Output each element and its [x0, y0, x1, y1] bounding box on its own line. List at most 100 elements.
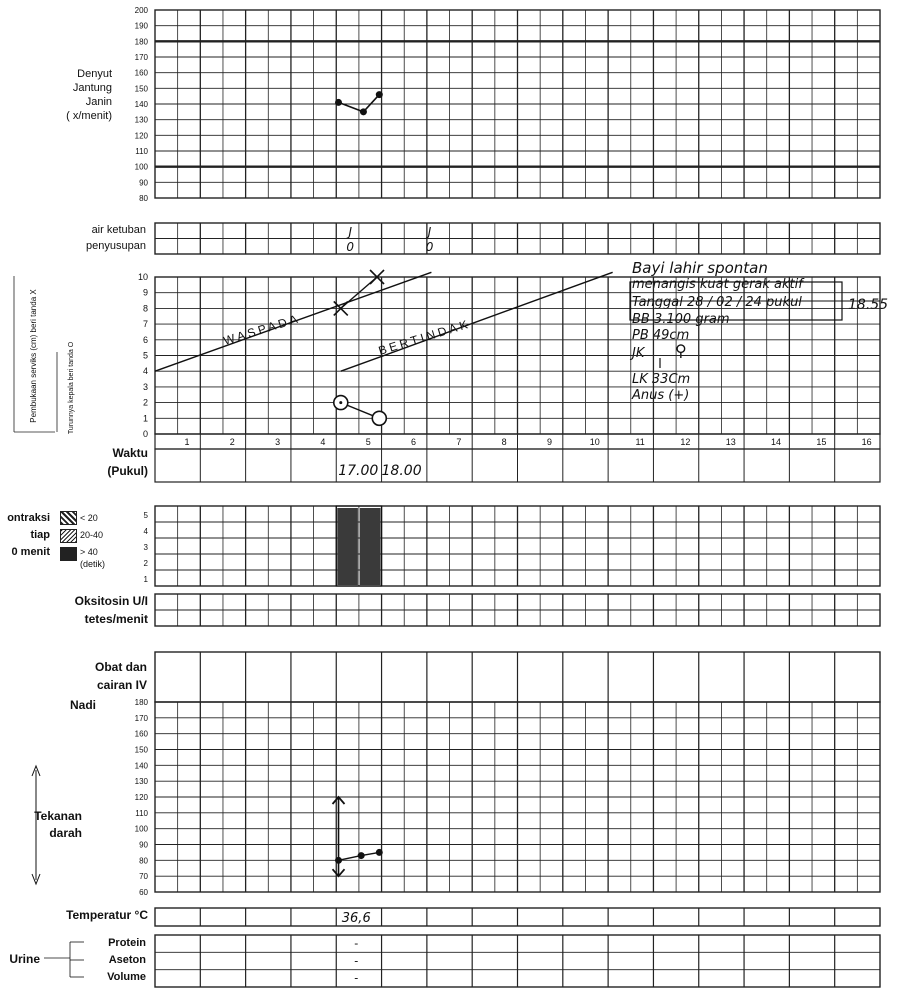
contraction-label-line: ontraksi: [7, 512, 50, 524]
vitals-tick: 70: [139, 872, 148, 881]
bp-diastolic-arrow: [331, 868, 346, 878]
hour-number: 1: [184, 437, 189, 447]
hour-number: 15: [816, 437, 826, 447]
bp-systolic-arrow: [331, 795, 346, 805]
descent-o-mark: [371, 410, 388, 427]
fhr-tick: 80: [139, 194, 148, 203]
pulse-line: [338, 854, 362, 862]
pulse-point: [357, 852, 365, 860]
contraction-tick: 2: [144, 559, 149, 568]
fhr-tick: 90: [139, 178, 148, 187]
legend-label: > 40: [80, 547, 98, 557]
vitals-tick: 60: [139, 888, 148, 897]
oxytocin-label-line: tetes/menit: [84, 612, 148, 626]
fhr-label-line: ( x/menit): [66, 110, 112, 122]
contraction-label-line: 0 menit: [11, 546, 50, 558]
dilation-line: [340, 276, 378, 309]
drugs-label: Obat dan cairan IV: [40, 658, 147, 694]
fhr-tick: 120: [135, 131, 149, 140]
pulse-point: [375, 848, 383, 856]
hour-number: 2: [230, 437, 235, 447]
urine-row-label: Volume: [107, 971, 146, 983]
vitals-tick: 130: [135, 777, 149, 786]
vitals-tick: 120: [135, 793, 149, 802]
molding-entry: 0: [346, 240, 354, 254]
fhr-label-line: Janin: [85, 96, 112, 108]
vitals-tick: 170: [135, 714, 149, 723]
alert-line: [154, 271, 432, 372]
fhr-label-line: Jantung: [72, 82, 112, 94]
amniotic-entry: J: [346, 225, 352, 239]
female-sex-icon: ♀: [675, 341, 687, 360]
legend-label: < 20: [80, 513, 98, 523]
bp-label: Tekanan darah: [20, 808, 82, 842]
fhr-tick: 200: [135, 6, 149, 15]
drugs-label-line: Obat dan: [94, 660, 147, 674]
pulse-label: Nadi: [69, 698, 96, 712]
bp-side-arrow-down: [31, 873, 41, 886]
cervix-tick: 5: [143, 351, 148, 361]
legend-label: (detik): [80, 559, 106, 569]
hour-number: 16: [862, 437, 872, 447]
fhr-tick: 130: [135, 116, 149, 125]
time-entry: 18.00: [382, 463, 422, 479]
urine-rows-label: Protein Aseton Volume: [82, 935, 146, 986]
fhr-tick: 170: [135, 53, 149, 62]
contraction-bar-outline: [335, 505, 383, 587]
alert-line-label: WASPADA: [222, 311, 302, 348]
fhr-label-line: Denyut: [77, 68, 112, 80]
vitals-tick: 180: [135, 698, 149, 707]
hour-number: 13: [726, 437, 736, 447]
contraction-tick: 5: [144, 511, 149, 520]
birth-note-line2: menangis kuat gerak aktif: [632, 277, 803, 292]
bp-label-line: darah: [49, 826, 82, 840]
cervix-tick: 0: [143, 429, 148, 439]
fhr-point: [335, 98, 343, 106]
legend-labels: < 20 20-40 > 40 (detik): [80, 512, 105, 570]
waktu-label-line: Waktu: [112, 446, 148, 460]
cervix-tick: 9: [143, 288, 148, 298]
hour-number: 4: [320, 437, 325, 447]
bp-side-arrow-up: [31, 764, 41, 777]
amniotic-fluid-label: air ketuban: [91, 224, 146, 236]
cervix-tick: 8: [143, 303, 148, 313]
urine-entry: -: [354, 953, 358, 967]
legend-label: 20-40: [80, 530, 104, 540]
contraction-tick: 1: [144, 575, 149, 584]
fhr-line: [338, 101, 364, 113]
temperature-label: Temperatur °C: [66, 908, 148, 922]
legend-hatched-swatch: [60, 529, 77, 543]
contraction-tick: 4: [144, 527, 149, 536]
cervix-tick: 1: [143, 413, 148, 423]
urine-label: Urine: [9, 952, 40, 966]
fhr-tick: 160: [135, 69, 149, 78]
drugs-label-line: cairan IV: [96, 678, 147, 692]
fhr-tick: 140: [135, 100, 149, 109]
hour-number: 8: [502, 437, 507, 447]
birth-note-line6: JK: [632, 346, 645, 361]
vitals-tick: 160: [135, 730, 149, 739]
hour-number: 12: [680, 437, 690, 447]
legend-solid-swatch: [60, 547, 77, 561]
fhr-tick: 100: [135, 163, 149, 172]
action-line-label: BERTINDAK: [377, 317, 472, 358]
contraction-tick: 3: [144, 543, 149, 552]
fhr-tick: 110: [135, 147, 148, 156]
oxytocin-label: Oksitosin U/I tetes/menit: [40, 592, 148, 628]
contraction-label: ontraksi tiap 0 menit: [0, 510, 50, 561]
time-entry: 17.00: [338, 463, 378, 479]
dilation-vertical-text: Pembukaan serviks (cm) beri tanda X: [29, 289, 38, 423]
urine-row-label: Protein: [108, 937, 146, 949]
vitals-tick: 150: [135, 746, 149, 755]
cervix-tick: 6: [143, 335, 148, 345]
fhr-tick: 150: [135, 84, 149, 93]
temperature-entry: 36,6: [342, 911, 371, 926]
bp-label-line: Tekanan: [34, 809, 82, 823]
hour-number: 7: [456, 437, 461, 447]
fhr-label: Denyut Jantung Janin ( x/menit): [40, 67, 112, 123]
membrane-label: air ketuban penyusupan: [40, 222, 146, 254]
birth-note-line5: PB 49cm: [632, 328, 690, 343]
dilation-vertical-label: Pembukaan serviks (cm) beri tanda X: [29, 289, 38, 423]
amniotic-entry: J: [426, 225, 432, 239]
waktu-label-line: (Pukul): [107, 464, 148, 478]
